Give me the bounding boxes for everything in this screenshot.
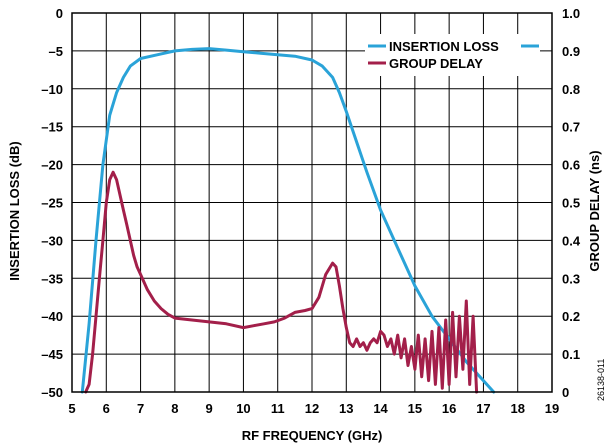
right-y-axis-title: GROUP DELAY (ns) bbox=[587, 150, 602, 271]
right-y-tick-label: 0.3 bbox=[562, 271, 580, 286]
x-tick-label: 17 bbox=[476, 401, 490, 416]
x-tick-label: 13 bbox=[339, 401, 353, 416]
x-tick-labels: 5 6 7 8 9 10 11 12 13 14 15 16 17 18 19 bbox=[68, 401, 559, 416]
right-y-tick-label: 0.7 bbox=[562, 120, 580, 135]
left-y-tick-labels: 0 –5 –10 –15 –20 –25 –30 –35 –40 –45 –50 bbox=[41, 6, 63, 400]
x-tick-label: 10 bbox=[236, 401, 250, 416]
left-y-tick-label: –10 bbox=[41, 82, 63, 97]
left-y-tick-label: 0 bbox=[56, 6, 63, 21]
left-y-tick-label: –45 bbox=[41, 347, 63, 362]
right-y-tick-label: 0.9 bbox=[562, 44, 580, 59]
x-tick-label: 12 bbox=[305, 401, 319, 416]
x-tick-label: 9 bbox=[206, 401, 213, 416]
x-tick-label: 16 bbox=[442, 401, 456, 416]
left-y-tick-label: –30 bbox=[41, 233, 63, 248]
x-tick-label: 5 bbox=[68, 401, 75, 416]
right-y-tick-label: 0.1 bbox=[562, 347, 580, 362]
x-tick-label: 11 bbox=[271, 401, 285, 416]
legend-label-group-delay: GROUP DELAY bbox=[389, 56, 483, 71]
x-tick-label: 6 bbox=[103, 401, 110, 416]
left-y-tick-label: –15 bbox=[41, 120, 63, 135]
right-y-tick-label: 0.2 bbox=[562, 309, 580, 324]
legend-background bbox=[365, 34, 540, 76]
right-y-tick-labels: 1.0 0.9 0.8 0.7 0.6 0.5 0.4 0.3 0.2 0.1 0 bbox=[562, 6, 581, 400]
x-tick-label: 18 bbox=[510, 401, 524, 416]
right-y-tick-label: 0.5 bbox=[562, 196, 580, 211]
left-y-tick-label: –20 bbox=[41, 158, 63, 173]
left-y-tick-label: –25 bbox=[41, 196, 63, 211]
legend: INSERTION LOSS GROUP DELAY bbox=[365, 34, 540, 76]
right-y-tick-label: 0.8 bbox=[562, 82, 580, 97]
left-y-axis-title: INSERTION LOSS (dB) bbox=[7, 141, 22, 280]
legend-label-insertion-loss: INSERTION LOSS bbox=[389, 39, 499, 54]
figure-id: 26138-011 bbox=[596, 359, 606, 401]
x-tick-label: 7 bbox=[137, 401, 144, 416]
right-y-tick-label: 1.0 bbox=[562, 6, 580, 21]
series-line-insertion-loss bbox=[80, 47, 496, 394]
left-y-tick-label: –50 bbox=[41, 385, 63, 400]
plot-frame bbox=[71, 12, 553, 393]
x-tick-label: 14 bbox=[373, 401, 388, 416]
left-y-tick-label: –5 bbox=[49, 44, 63, 59]
right-y-tick-label: 0 bbox=[562, 385, 569, 400]
x-axis-title: RF FREQUENCY (GHz) bbox=[242, 428, 383, 443]
right-y-tick-label: 0.4 bbox=[562, 233, 581, 248]
left-y-tick-label: –35 bbox=[41, 271, 63, 286]
x-tick-label: 15 bbox=[408, 401, 422, 416]
chart-grid bbox=[72, 13, 552, 392]
series-line-group-delay bbox=[84, 170, 479, 394]
right-y-tick-label: 0.6 bbox=[562, 158, 580, 173]
x-tick-label: 8 bbox=[171, 401, 178, 416]
x-tick-label: 19 bbox=[545, 401, 559, 416]
series-layer bbox=[80, 47, 496, 394]
left-y-tick-label: –40 bbox=[41, 309, 63, 324]
